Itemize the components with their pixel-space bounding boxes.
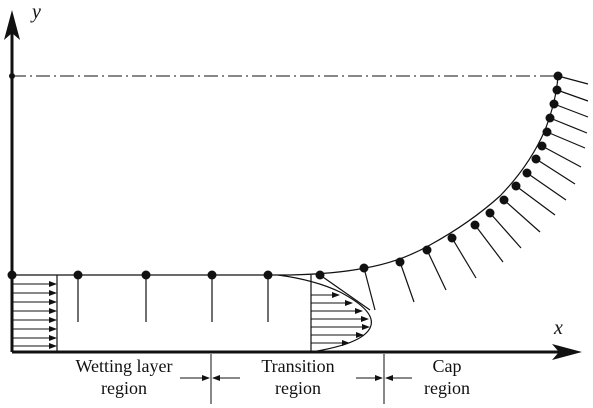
cap-node-1 [359, 263, 369, 273]
cap-normal-15 [556, 89, 589, 102]
wetting-region-line2: region [101, 378, 147, 398]
cap-normal-11 [541, 145, 582, 168]
cap-node-4 [447, 233, 457, 243]
cap-normal-2 [399, 261, 415, 303]
y-axis-arrowhead [4, 10, 20, 40]
transition-region-line2: region [275, 378, 321, 398]
x-axis-label: x [554, 317, 563, 339]
cap-normal-0 [319, 274, 371, 311]
transition-region-line1: Transition [261, 356, 335, 376]
cap-normal-7 [503, 199, 541, 233]
y-axis-label: y [32, 1, 41, 23]
cap-node-10 [531, 154, 541, 164]
cap-region-label: Cap region [412, 357, 482, 397]
transition-region-label: Transition region [240, 357, 356, 397]
cap-normal-12 [546, 131, 586, 149]
cap-normal-3 [426, 249, 447, 291]
cap-normal-14 [553, 103, 589, 118]
cap-node-16 [553, 71, 563, 81]
cap-normal-13 [549, 117, 588, 134]
wetting-region-line1: Wetting layer [75, 356, 173, 376]
cap-node-12 [542, 127, 552, 137]
cap-node-11 [537, 141, 547, 151]
axis-node-top [9, 73, 15, 79]
cap-node-6 [485, 208, 495, 218]
x-axis-arrowhead [552, 344, 582, 360]
cap-node-8 [511, 181, 521, 191]
cap-node-9 [522, 168, 532, 178]
inlet-velocity-profile [11, 275, 58, 352]
cap-normal-9 [526, 172, 567, 201]
cap-normal-6 [489, 212, 522, 249]
cap-normal-10 [535, 158, 576, 185]
cap-node-0 [315, 270, 325, 280]
cap-node-2 [395, 257, 405, 267]
cap-normal-4 [451, 237, 477, 279]
cap-node-14 [549, 99, 559, 109]
cap-region-line1: Cap [432, 356, 462, 376]
cap-normal-5 [474, 224, 504, 263]
wetting-layer-nodes [7, 270, 273, 322]
cap-region-line2: region [424, 378, 470, 398]
cap-node-7 [499, 195, 509, 205]
cap-node-3 [422, 245, 432, 255]
cap-node-13 [545, 113, 555, 123]
cap-nodes [315, 71, 589, 311]
cap-node-15 [552, 85, 562, 95]
wetting-layer-region-label: Wetting layer region [54, 357, 194, 397]
transition-velocity-profile [277, 274, 372, 353]
cap-normal-8 [515, 185, 556, 216]
cap-normal-16 [557, 75, 589, 85]
cap-node-5 [470, 220, 480, 230]
cap-normal-1 [363, 267, 376, 311]
